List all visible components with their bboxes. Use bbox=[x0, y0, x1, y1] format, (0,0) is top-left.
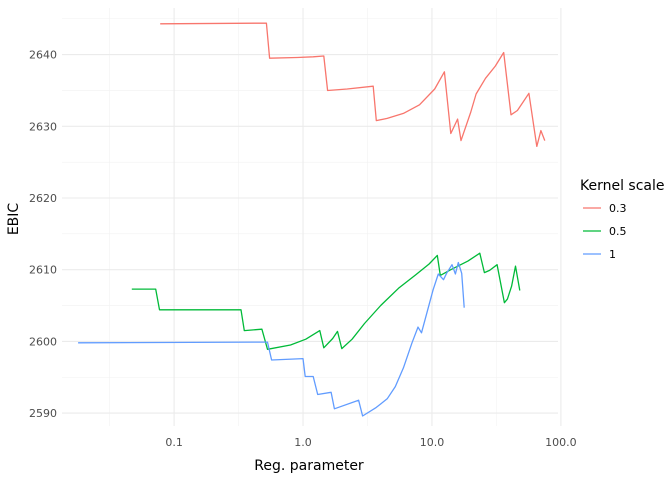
y-tick-label: 2610 bbox=[29, 264, 57, 277]
legend-items: 0.3 0.5 1 bbox=[583, 202, 627, 261]
legend: Kernel scale 0.3 0.5 1 bbox=[580, 178, 665, 261]
x-tick-label: 10.0 bbox=[420, 436, 445, 449]
y-tick-label: 2590 bbox=[29, 407, 57, 420]
x-tick-label: 1.0 bbox=[294, 436, 312, 449]
x-tick-label: 100.0 bbox=[545, 436, 577, 449]
y-tick-label: 2600 bbox=[29, 335, 57, 348]
y-tick-label: 2640 bbox=[29, 49, 57, 62]
series-line-1 bbox=[160, 22, 546, 148]
series-line-2 bbox=[131, 252, 521, 350]
x-tick-labels: 0.1 1.0 10.0 100.0 bbox=[165, 436, 576, 449]
legend-label-3: 1 bbox=[609, 248, 616, 261]
y-tick-label: 2630 bbox=[29, 120, 57, 133]
grid bbox=[62, 8, 562, 426]
series-lines bbox=[78, 22, 546, 417]
x-axis-title: Reg. parameter bbox=[254, 458, 364, 474]
x-tick-label: 0.1 bbox=[165, 436, 183, 449]
legend-label-1: 0.3 bbox=[609, 202, 627, 215]
series-line-3 bbox=[78, 261, 465, 417]
legend-label-2: 0.5 bbox=[609, 225, 627, 238]
legend-title: Kernel scale bbox=[580, 178, 665, 194]
y-tick-labels: 2590 2600 2610 2620 2630 2640 bbox=[29, 49, 57, 420]
y-tick-label: 2620 bbox=[29, 192, 57, 205]
y-axis-title: EBIC bbox=[6, 203, 22, 236]
